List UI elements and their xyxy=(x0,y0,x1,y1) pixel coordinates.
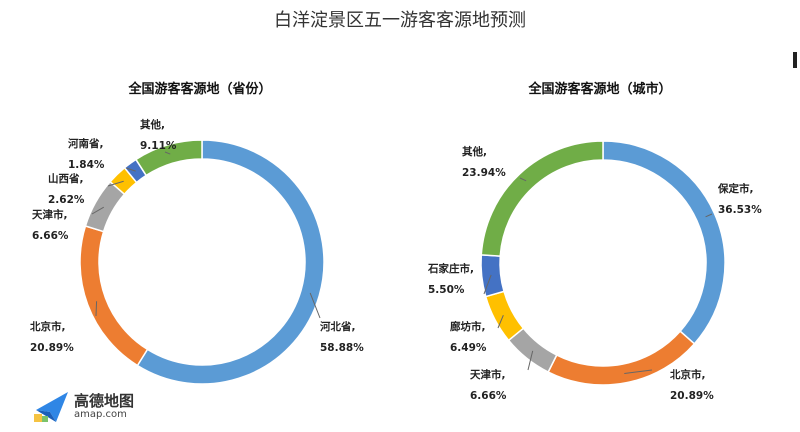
amap-logo: 高德地图 amap.com xyxy=(34,390,154,424)
city-label-value-2: 6.66% xyxy=(470,390,507,402)
amap-logo-url: amap.com xyxy=(74,409,127,420)
province-label-value-1: 20.89% xyxy=(30,342,74,354)
city-label-name-1: 北京市, xyxy=(670,368,706,381)
province-label-name-5: 其他, xyxy=(140,118,165,131)
province-leader-5 xyxy=(164,151,171,155)
province-leader-1 xyxy=(95,301,98,317)
city-label-name-5: 其他, xyxy=(462,145,487,158)
city-leader-3 xyxy=(497,315,504,329)
city-slice-3 xyxy=(484,290,525,342)
city-leader-0 xyxy=(705,213,713,218)
province-label-value-0: 58.88% xyxy=(320,342,364,354)
city-leader-1 xyxy=(624,369,653,374)
city-slice-4 xyxy=(480,254,505,298)
city-label-value-4: 5.50% xyxy=(428,284,465,296)
province-leader-0 xyxy=(309,292,321,319)
province-label-name-1: 北京市, xyxy=(30,320,66,333)
province-leader-3 xyxy=(107,180,124,187)
donut-chart-city: 保定市, 36.53% 北京市, 20.89% 天津市, 6.66% 廊坊市, 6.49% 石家… xyxy=(427,140,762,402)
city-label-value-0: 36.53% xyxy=(718,204,762,216)
chart-title-province: 全国游客客源地（省份） xyxy=(128,82,272,97)
province-leader-2 xyxy=(91,206,105,215)
city-leader-5 xyxy=(519,177,527,182)
province-label-value-5: 9.11% xyxy=(140,140,177,152)
province-label-name-4: 河南省, xyxy=(68,137,104,150)
city-label-name-0: 保定市, xyxy=(717,182,754,195)
province-slice-5 xyxy=(134,139,203,177)
city-slice-0 xyxy=(602,140,726,345)
province-slice-1 xyxy=(79,225,149,367)
city-label-value-3: 6.49% xyxy=(450,342,487,354)
amap-logo-icon xyxy=(34,392,68,422)
city-leader-2 xyxy=(527,350,534,371)
city-slice-5 xyxy=(480,140,604,257)
province-label-value-3: 2.62% xyxy=(48,194,85,206)
city-label-name-3: 廊坊市, xyxy=(450,320,486,333)
province-label-value-2: 6.66% xyxy=(32,230,69,242)
city-label-name-2: 天津市, xyxy=(470,368,506,381)
city-leader-4 xyxy=(483,274,492,295)
amap-logo-name: 高德地图 xyxy=(74,392,135,410)
city-label-value-1: 20.89% xyxy=(670,390,714,402)
province-label-name-0: 河北省, xyxy=(320,320,356,333)
donut-chart-province: 河北省, 58.88% 北京市, 20.89% 天津市, 6.66% 山西省, 2.62% 河南… xyxy=(30,118,364,385)
edge-marker xyxy=(793,52,797,68)
province-label-name-2: 天津市, xyxy=(32,208,68,221)
city-label-name-4: 石家庄市, xyxy=(427,262,474,275)
chart-title-city: 全国游客客源地（城市） xyxy=(528,82,672,97)
province-leader-4 xyxy=(125,167,136,172)
page-title: 白洋淀景区五一游客客源地预测 xyxy=(274,10,526,31)
province-label-name-3: 山西省, xyxy=(48,172,84,185)
city-label-value-5: 23.94% xyxy=(462,167,506,179)
province-label-value-4: 1.84% xyxy=(68,159,105,171)
province-slice-0 xyxy=(136,139,325,385)
